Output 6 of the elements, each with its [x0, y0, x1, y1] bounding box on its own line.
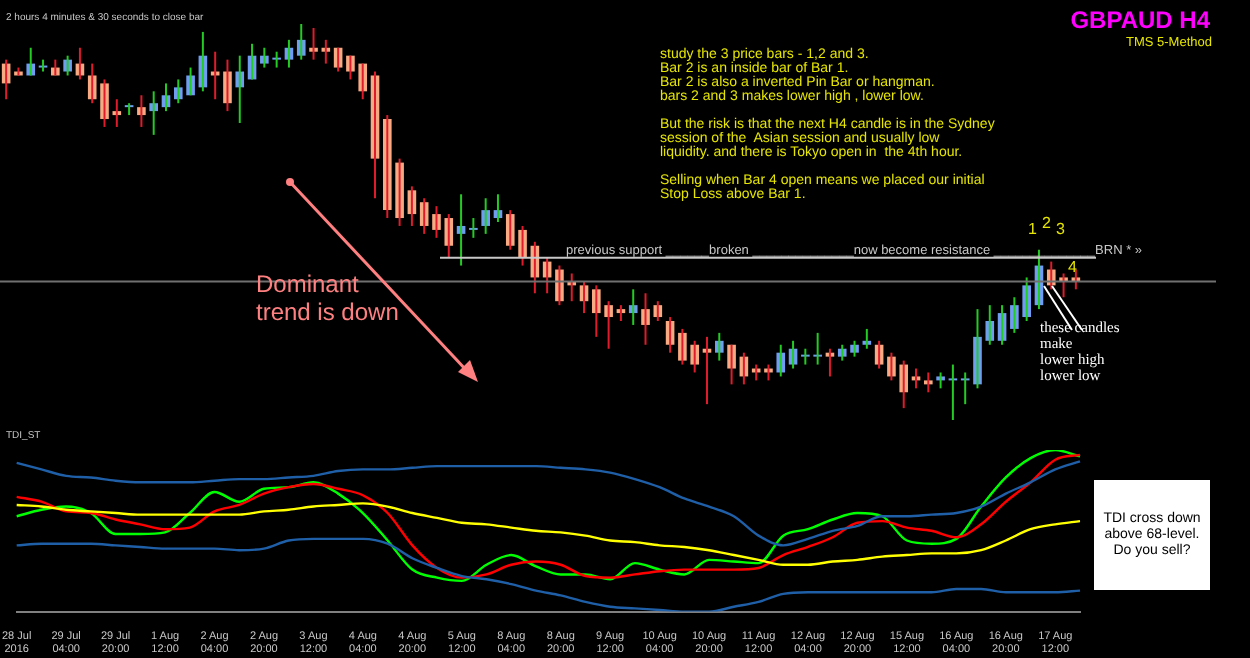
annotation: 4	[1068, 258, 1077, 276]
annotation: 1	[1028, 220, 1037, 238]
annotation: Dominant trend is down	[256, 270, 399, 326]
text: GBPAUD H4	[1070, 6, 1210, 34]
annotation: 3	[1056, 220, 1065, 238]
annotation: 2	[1042, 214, 1051, 232]
